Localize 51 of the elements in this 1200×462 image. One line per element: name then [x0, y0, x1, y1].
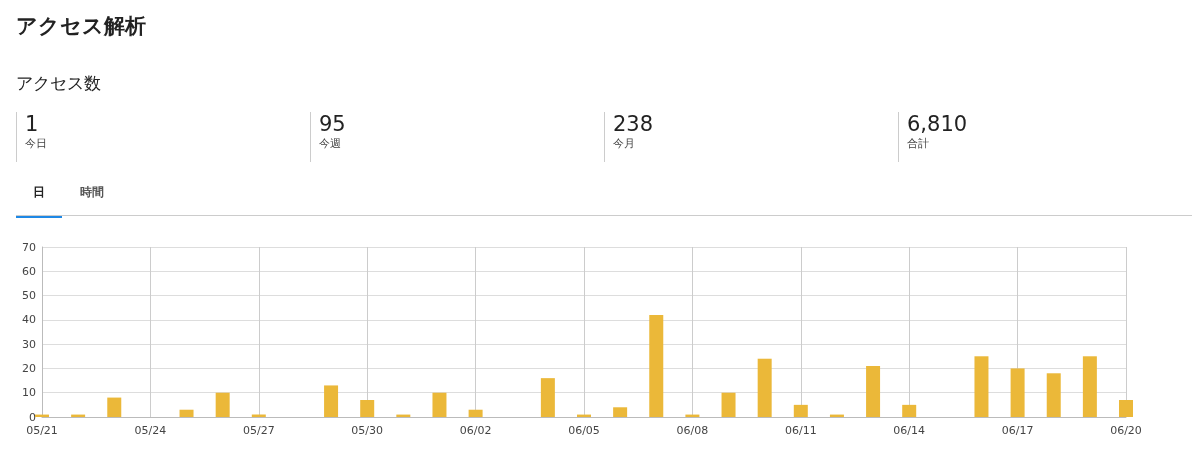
bar	[613, 407, 628, 417]
y-tick-label: 40	[22, 313, 36, 327]
y-tick-label: 20	[22, 361, 36, 375]
y-tick-label: 70	[22, 240, 36, 254]
bar	[721, 392, 736, 417]
bar	[107, 397, 122, 417]
y-tick-label: 0	[29, 410, 36, 424]
bar	[793, 404, 808, 417]
text: 1	[25, 112, 40, 136]
chart-subtitle: アクセス数	[16, 72, 101, 95]
bar	[649, 315, 664, 417]
text: 時間	[79, 184, 105, 201]
bar	[902, 404, 917, 417]
bar	[974, 356, 989, 417]
text: 今週	[319, 136, 342, 151]
x-tick-label: 06/17	[1001, 424, 1034, 437]
bar	[866, 366, 881, 417]
text: 今月	[613, 136, 636, 151]
bar	[757, 358, 772, 417]
text: 合計	[907, 136, 930, 151]
chart-title: アクセス解析	[16, 13, 146, 40]
text: 95	[319, 112, 346, 136]
bar	[360, 400, 375, 417]
bar	[540, 378, 555, 417]
y-tick-label: 50	[22, 289, 36, 303]
x-tick-label: 06/08	[676, 424, 709, 437]
bar	[179, 409, 194, 417]
text: 今日	[25, 136, 47, 151]
bar	[1046, 373, 1061, 417]
x-tick-label: 05/27	[242, 424, 275, 437]
bar	[1082, 356, 1097, 417]
x-tick-label: 05/21	[26, 424, 58, 437]
y-tick-label: 30	[22, 337, 36, 351]
bar	[1010, 368, 1025, 417]
bar	[1119, 400, 1133, 417]
text: 6,810	[907, 112, 968, 136]
x-tick-label: 06/11	[784, 424, 817, 437]
bar	[215, 392, 230, 417]
bar	[324, 385, 339, 417]
x-tick-label: 05/24	[134, 424, 167, 437]
y-tick-label: 10	[22, 386, 36, 400]
x-tick-label: 06/14	[893, 424, 926, 437]
y-tick-label: 60	[22, 264, 36, 278]
x-tick-label: 06/20	[1110, 424, 1142, 437]
text: 238	[613, 112, 654, 136]
bar	[432, 392, 447, 417]
bar	[468, 409, 483, 417]
x-tick-label: 05/30	[351, 424, 384, 437]
text: 日	[16, 184, 62, 218]
x-tick-label: 06/02	[459, 424, 492, 437]
x-tick-label: 06/05	[568, 424, 600, 437]
